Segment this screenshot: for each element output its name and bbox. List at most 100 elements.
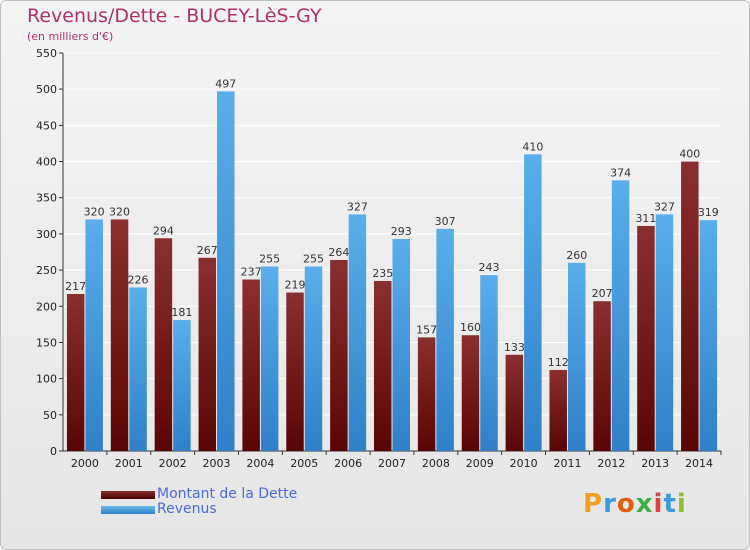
bar-revenus — [85, 219, 103, 451]
x-tick-label: 2002 — [159, 457, 187, 470]
logo-letter: t — [663, 489, 677, 519]
data-label-dette: 294 — [153, 224, 174, 237]
legend-swatch-revenus — [101, 506, 155, 514]
data-label-dette: 267 — [197, 244, 218, 257]
x-tick-label: 2005 — [290, 457, 318, 470]
data-label-revenus: 320 — [84, 205, 105, 218]
y-tick-label: 0 — [50, 445, 57, 458]
bar-revenus — [304, 266, 323, 451]
data-label-dette: 311 — [635, 212, 656, 225]
logo-letter: i — [676, 489, 687, 519]
logo-letter: P — [583, 489, 604, 519]
x-tick-label: 2013 — [641, 457, 669, 470]
bar-dette — [154, 238, 173, 451]
data-label-dette: 400 — [679, 148, 700, 161]
bar-dette — [286, 292, 304, 451]
data-label-dette: 133 — [504, 341, 525, 354]
bar-revenus — [260, 266, 279, 451]
bar-revenus — [655, 214, 674, 451]
bar-revenus — [129, 287, 147, 451]
bar-revenus — [567, 262, 586, 451]
x-tick-label: 2006 — [334, 457, 362, 470]
y-tick-label: 350 — [36, 192, 57, 205]
bar-dette — [637, 225, 655, 451]
data-label-dette: 237 — [241, 265, 262, 278]
bar-dette — [593, 301, 611, 451]
legend-label-dette: Montant de la Dette — [157, 486, 298, 502]
data-label-revenus: 255 — [259, 252, 280, 265]
chart-subtitle: (en milliers d'€) — [27, 30, 114, 43]
x-tick-label: 2014 — [685, 457, 713, 470]
bar-dette — [549, 369, 567, 451]
bar-dette — [110, 219, 129, 451]
y-tick-label: 50 — [43, 409, 57, 422]
bar-revenus — [611, 180, 630, 452]
x-tick-label: 2000 — [71, 457, 99, 470]
y-tick-label: 200 — [36, 300, 57, 313]
y-tick-label: 450 — [36, 119, 57, 132]
logo-letter: i — [653, 489, 664, 519]
bar-dette — [330, 259, 348, 451]
data-label-revenus: 319 — [698, 206, 719, 219]
data-label-revenus: 327 — [654, 200, 675, 213]
x-tick-label: 2010 — [510, 457, 538, 470]
x-tick-label: 2007 — [378, 457, 406, 470]
x-tick-label: 2009 — [466, 457, 494, 470]
data-label-revenus: 327 — [347, 200, 368, 213]
data-label-dette: 235 — [372, 267, 393, 280]
data-label-revenus: 410 — [522, 140, 543, 153]
logo-letter: x — [635, 489, 654, 519]
legend-label-revenus: Revenus — [157, 501, 217, 517]
logo-letter: r — [603, 489, 617, 519]
bar-dette — [681, 161, 699, 451]
x-tick-label: 2012 — [597, 457, 625, 470]
x-tick-label: 2008 — [422, 457, 450, 470]
bar-revenus — [348, 214, 367, 451]
proxiti-logo: Proxiti — [583, 489, 687, 519]
chart-title: Revenus/Dette - BUCEY-LèS-GY — [27, 5, 322, 27]
data-label-dette: 160 — [460, 321, 481, 334]
bar-dette — [461, 335, 480, 451]
data-label-revenus: 293 — [391, 225, 412, 238]
data-label-dette: 217 — [65, 280, 86, 293]
data-label-revenus: 307 — [435, 215, 456, 228]
y-tick-label: 300 — [36, 228, 57, 241]
y-tick-label: 400 — [36, 156, 57, 169]
bar-dette — [374, 280, 392, 451]
y-tick-label: 550 — [36, 47, 57, 60]
data-label-revenus: 497 — [215, 77, 236, 90]
bar-dette — [417, 337, 436, 451]
data-label-revenus: 374 — [610, 166, 631, 179]
y-tick-label: 500 — [36, 83, 57, 96]
y-tick-label: 150 — [36, 336, 57, 349]
data-label-revenus: 226 — [128, 273, 149, 286]
data-label-dette: 112 — [548, 356, 569, 369]
data-label-revenus: 260 — [566, 249, 587, 262]
bar-revenus — [217, 91, 235, 452]
data-label-revenus: 181 — [171, 306, 192, 319]
data-label-dette: 207 — [592, 287, 613, 300]
bar-dette — [505, 354, 524, 451]
x-tick-label: 2011 — [553, 457, 581, 470]
x-tick-label: 2003 — [203, 457, 231, 470]
y-tick-label: 100 — [36, 373, 57, 386]
bar-revenus — [524, 154, 542, 452]
bar-dette — [198, 257, 217, 451]
bar-revenus — [392, 238, 410, 451]
data-label-dette: 264 — [328, 246, 349, 259]
x-tick-label: 2001 — [115, 457, 143, 470]
logo-letter: o — [616, 489, 636, 519]
bar-dette — [242, 279, 260, 451]
x-tick-label: 2004 — [246, 457, 274, 470]
data-label-revenus: 243 — [478, 261, 499, 274]
data-label-dette: 219 — [285, 279, 306, 292]
data-label-dette: 157 — [416, 323, 437, 336]
bar-revenus — [699, 220, 718, 451]
bar-dette — [66, 293, 85, 451]
bar-revenus — [480, 275, 498, 451]
y-tick-label: 250 — [36, 264, 57, 277]
legend-swatch-dette — [101, 491, 155, 499]
bar-revenus — [173, 320, 191, 451]
data-label-dette: 320 — [109, 205, 130, 218]
